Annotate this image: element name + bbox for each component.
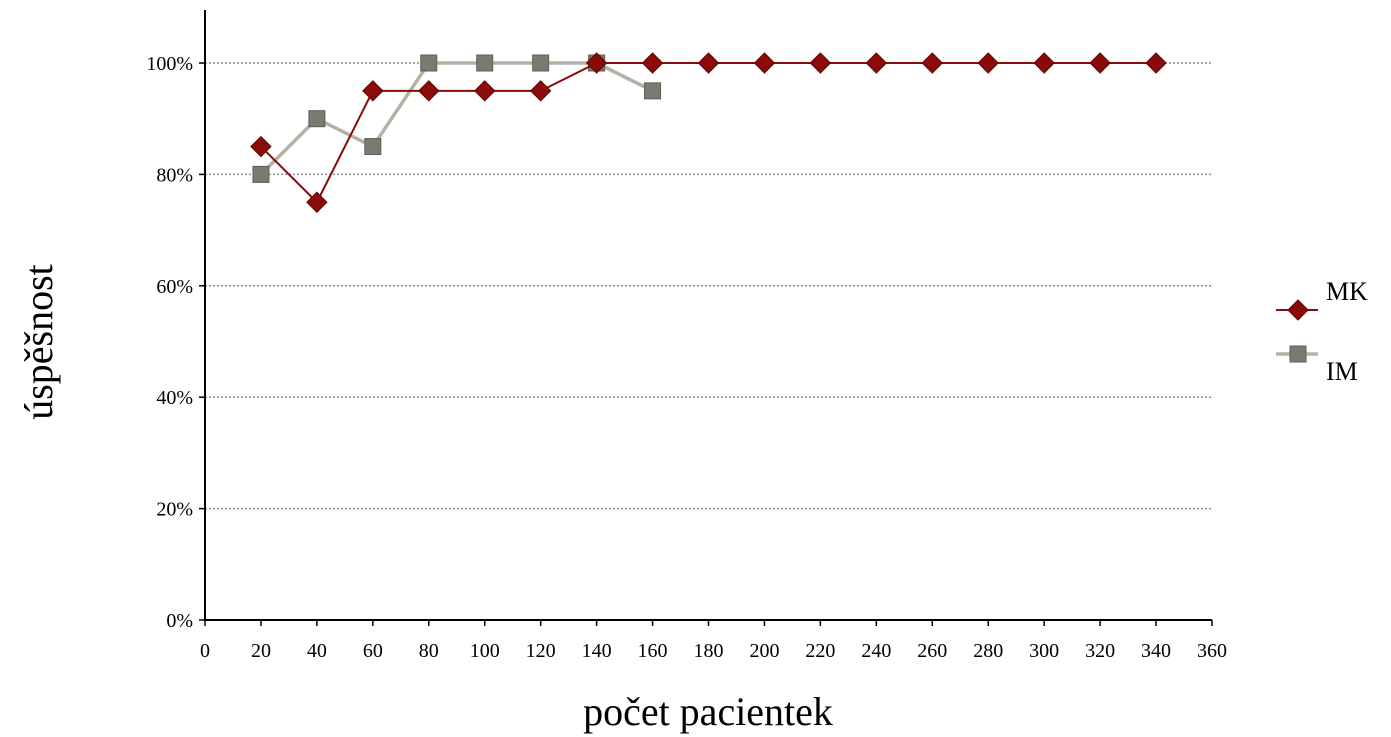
legend-label-mk: MK	[1326, 277, 1368, 306]
data-point-mk-20	[250, 135, 272, 158]
data-point-mk-100	[474, 80, 496, 102]
data-point-mk-140	[585, 52, 608, 74]
y-tick-label-4: 80%	[156, 164, 193, 186]
legend-marker-im	[1289, 345, 1307, 363]
data-point-mk-240	[865, 52, 888, 74]
data-point-mk-180	[697, 52, 720, 74]
x-tick-label-17: 340	[1141, 640, 1171, 662]
data-point-im-160	[644, 82, 662, 100]
data-point-mk-60	[362, 80, 384, 102]
data-point-im-60	[364, 138, 382, 156]
data-point-im-80	[420, 54, 438, 72]
x-tick-label-4: 80	[419, 640, 439, 662]
data-point-mk-80	[418, 80, 440, 102]
x-tick-label-9: 180	[694, 640, 724, 662]
data-point-mk-280	[977, 52, 999, 74]
x-axis-tick-labels: 0 20 40 60 80 100 120 140 160 180 200 220 240 260 280 3…	[200, 640, 1227, 662]
data-point-im-100	[476, 54, 494, 72]
y-axis-tick-labels: 0% 20% 40% 60% 80% 100%	[146, 53, 193, 632]
data-point-mk-120	[529, 80, 552, 102]
data-point-mk-220	[809, 52, 832, 74]
legend: MK IM	[1276, 277, 1368, 386]
x-axis-title: počet pacientek	[583, 689, 833, 734]
x-tick-label-5: 100	[470, 640, 500, 662]
data-point-mk-260	[921, 52, 943, 74]
y-tick-label-0: 0%	[166, 610, 193, 632]
data-point-mk-320	[1089, 52, 1111, 74]
y-tick-label-2: 40%	[156, 387, 193, 409]
data-point-mk-40	[306, 191, 328, 213]
series-line-mk	[260, 62, 1157, 204]
legend-label-im: IM	[1326, 357, 1358, 386]
x-tick-label-2: 40	[307, 640, 327, 662]
data-point-im-120	[532, 54, 550, 72]
gridlines	[205, 62, 1212, 510]
y-tick-label-5: 100%	[146, 53, 193, 75]
data-point-im-20	[252, 165, 270, 183]
x-tick-label-0: 0	[200, 640, 210, 662]
y-tick-label-1: 20%	[156, 499, 193, 521]
x-tick-label-14: 280	[973, 640, 1003, 662]
series-layer	[250, 52, 1167, 213]
legend-marker-mk	[1287, 299, 1309, 321]
x-tick-label-10: 200	[749, 640, 779, 662]
x-tick-label-3: 60	[363, 640, 383, 662]
y-axis-title: úspěšnost	[16, 264, 61, 420]
x-tick-label-6: 120	[526, 640, 556, 662]
axes	[199, 10, 1213, 626]
data-point-mk-300	[1033, 52, 1055, 74]
y-tick-label-3: 60%	[156, 276, 193, 298]
data-point-im-40	[308, 110, 326, 128]
x-tick-label-12: 240	[861, 640, 891, 662]
x-tick-label-13: 260	[917, 640, 947, 662]
data-point-mk-200	[753, 52, 776, 74]
x-tick-label-16: 320	[1085, 640, 1115, 662]
x-tick-label-7: 140	[582, 640, 612, 662]
x-tick-label-1: 20	[251, 640, 271, 662]
x-tick-label-18: 360	[1197, 640, 1227, 662]
x-tick-label-8: 160	[638, 640, 668, 662]
x-tick-label-15: 300	[1029, 640, 1059, 662]
data-point-mk-340	[1145, 52, 1167, 74]
data-point-mk-160	[641, 52, 664, 74]
x-tick-label-11: 220	[805, 640, 835, 662]
